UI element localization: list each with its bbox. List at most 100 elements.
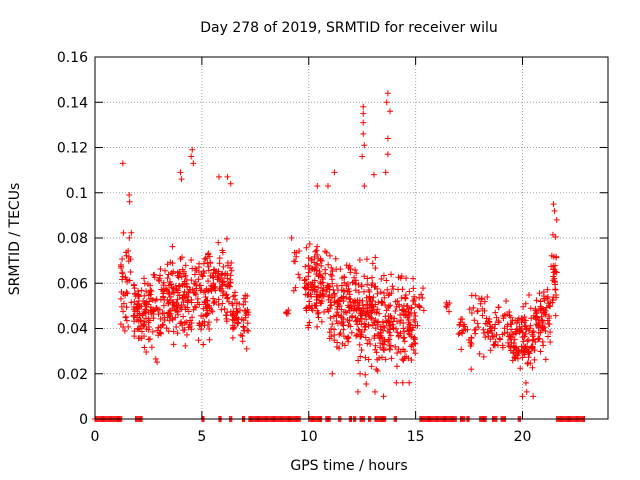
- data-point: [213, 316, 220, 323]
- data-point: [148, 311, 155, 318]
- data-point: [504, 321, 511, 328]
- data-point: [477, 300, 484, 307]
- data-point: [327, 305, 334, 312]
- data-point: [390, 324, 397, 331]
- data-point: [302, 285, 309, 292]
- data-point: [160, 293, 167, 300]
- data-point: [183, 331, 190, 338]
- data-point: [285, 307, 292, 314]
- data-point: [239, 332, 246, 339]
- data-point: [537, 348, 544, 355]
- y-tick-label: 0.06: [57, 276, 88, 292]
- data-point: [306, 241, 313, 248]
- data-point: [219, 300, 226, 307]
- data-point: [410, 346, 417, 353]
- data-point: [392, 307, 399, 314]
- data-point: [467, 339, 474, 346]
- data-point: [348, 329, 355, 336]
- data-point: [407, 322, 414, 329]
- data-point: [464, 326, 471, 333]
- data-point: [406, 331, 413, 338]
- data-point: [355, 326, 362, 333]
- data-point: [545, 321, 552, 328]
- data-point: [540, 288, 547, 295]
- data-point: [187, 286, 194, 293]
- data-point: [165, 309, 172, 316]
- data-point: [545, 300, 552, 307]
- data-point: [363, 294, 370, 301]
- data-point: [223, 318, 230, 325]
- data-point: [333, 282, 340, 289]
- data-point: [524, 337, 531, 344]
- data-point: [314, 323, 321, 330]
- data-point: [147, 287, 154, 294]
- data-point: [328, 333, 335, 340]
- data-point: [340, 287, 347, 294]
- data-point: [338, 314, 345, 321]
- data-point: [408, 343, 415, 350]
- data-point: [508, 326, 515, 333]
- data-point: [141, 344, 148, 351]
- data-point: [166, 278, 173, 285]
- data-point: [131, 298, 138, 305]
- data-point: [136, 310, 143, 317]
- data-point: [398, 294, 405, 301]
- data-point: [333, 312, 340, 319]
- data-point: [314, 243, 321, 250]
- data-point: [123, 289, 130, 296]
- data-point: [153, 305, 160, 312]
- data-point: [500, 315, 507, 322]
- outlier-point: [126, 192, 133, 199]
- data-point: [117, 295, 124, 302]
- data-point: [142, 306, 149, 313]
- data-point: [123, 304, 130, 311]
- data-point: [405, 355, 412, 362]
- data-point: [290, 287, 297, 294]
- data-point: [458, 329, 465, 336]
- data-point: [400, 320, 407, 327]
- outlier-point: [380, 393, 387, 400]
- data-point: [491, 325, 498, 332]
- data-point: [366, 313, 373, 320]
- data-point: [386, 346, 393, 353]
- data-point: [179, 266, 186, 273]
- data-point: [327, 271, 334, 278]
- data-point: [384, 286, 391, 293]
- data-point: [123, 317, 130, 324]
- data-point: [156, 306, 163, 313]
- outlier-point: [360, 110, 367, 117]
- data-point: [331, 298, 338, 305]
- data-point: [471, 317, 478, 324]
- y-tick-label: 0.08: [57, 231, 88, 247]
- data-point: [357, 331, 364, 338]
- data-point: [336, 331, 343, 338]
- data-point: [165, 271, 172, 278]
- data-point: [183, 276, 190, 283]
- data-point: [164, 275, 171, 282]
- data-point: [357, 353, 364, 360]
- data-point: [130, 312, 137, 319]
- data-point: [492, 309, 499, 316]
- axis-ticks: [94, 56, 608, 420]
- data-point: [344, 280, 351, 287]
- data-point: [365, 356, 372, 363]
- data-point: [170, 328, 177, 335]
- data-point: [312, 248, 319, 255]
- data-point: [235, 316, 242, 323]
- data-point: [150, 315, 157, 322]
- data-point: [157, 265, 164, 272]
- x-axis-label: GPS time / hours: [290, 458, 407, 474]
- data-point: [522, 300, 529, 307]
- data-point: [386, 329, 393, 336]
- data-point: [331, 326, 338, 333]
- data-point: [201, 318, 208, 325]
- data-point: [542, 356, 549, 363]
- data-point: [240, 301, 247, 308]
- data-point: [145, 336, 152, 343]
- data-point: [177, 256, 184, 263]
- outlier-point: [370, 171, 377, 178]
- data-point: [173, 323, 180, 330]
- data-point: [343, 309, 350, 316]
- data-point: [506, 312, 513, 319]
